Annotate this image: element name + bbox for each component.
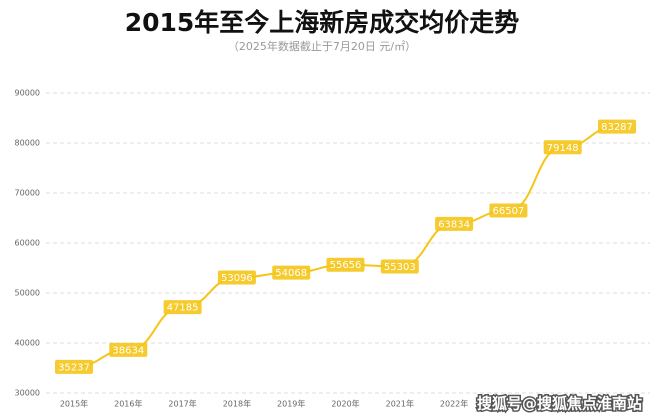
data-label: 54068	[275, 268, 307, 279]
y-tick-label: 60000	[15, 239, 40, 248]
plot: 30000 40000 50000 60000 70000 80000 90000 2015年…	[15, 89, 650, 409]
data-label: 55656	[330, 260, 362, 271]
x-tick-label: 2020年	[331, 399, 359, 409]
x-tick-label: 2021年	[386, 399, 414, 409]
y-tick-label: 40000	[15, 339, 40, 348]
y-tick-label: 70000	[15, 189, 40, 198]
data-label-box	[217, 270, 256, 285]
data-label-box	[489, 203, 528, 218]
chart-title: 2015年至今上海新房成交均价走势	[125, 8, 520, 37]
y-tick-label: 50000	[15, 289, 40, 298]
y-tick-label: 80000	[15, 139, 40, 148]
data-label-box	[435, 216, 474, 231]
data-label-box	[163, 300, 202, 315]
data-label: 55303	[384, 262, 416, 273]
y-tick-label: 30000	[15, 389, 40, 398]
data-label: 47185	[167, 303, 199, 314]
data-label: 83287	[601, 122, 633, 133]
data-label: 79148	[547, 143, 579, 154]
data-label-box	[543, 140, 582, 155]
data-label-box	[598, 119, 636, 134]
data-label-box	[380, 259, 419, 274]
data-label: 53096	[221, 273, 253, 284]
data-label-box	[55, 359, 93, 374]
x-tick-label: 2022年	[440, 399, 468, 409]
chart-subtitle: （2025年数据截止于7月20日 元/㎡）	[228, 39, 416, 53]
data-label: 38634	[112, 345, 144, 356]
x-tick-label: 2016年	[114, 399, 142, 409]
data-label: 63834	[438, 219, 470, 230]
data-label: 66507	[492, 206, 524, 217]
data-label-box	[272, 265, 311, 280]
data-line	[73, 125, 618, 368]
x-tick-label: 2019年	[277, 399, 305, 409]
x-tick-label: 2015年	[60, 399, 88, 409]
data-label-box	[109, 342, 148, 357]
x-tick-label: 2018年	[223, 399, 251, 409]
y-tick-label: 90000	[15, 89, 40, 98]
data-label-box	[326, 257, 365, 272]
data-label: 35237	[58, 362, 90, 373]
x-tick-label: 2017年	[168, 399, 196, 409]
watermark: 搜狐号@搜狐焦点淮南站	[477, 395, 642, 413]
